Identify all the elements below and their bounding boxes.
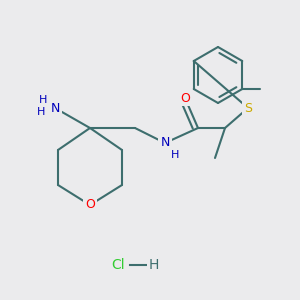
Text: H: H: [149, 258, 159, 272]
Text: N: N: [50, 101, 60, 115]
Text: O: O: [85, 199, 95, 212]
Text: Cl: Cl: [111, 258, 125, 272]
Text: O: O: [180, 92, 190, 104]
Text: H: H: [37, 107, 45, 117]
Text: H: H: [171, 150, 179, 160]
Text: N: N: [160, 136, 170, 149]
Text: H: H: [39, 95, 47, 105]
Text: S: S: [244, 101, 252, 115]
